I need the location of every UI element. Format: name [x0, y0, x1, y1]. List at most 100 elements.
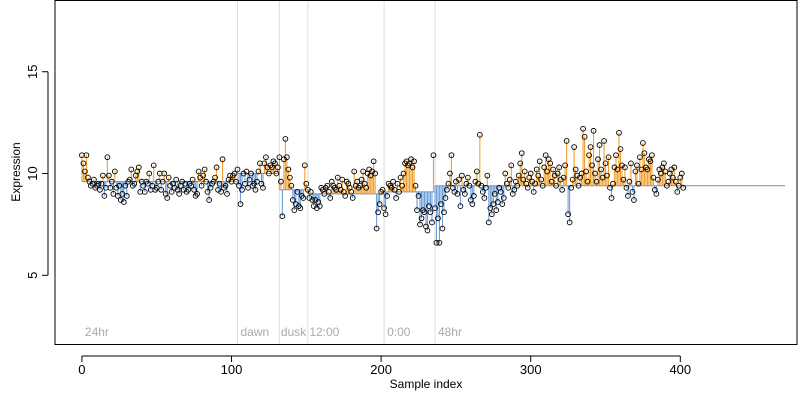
data-point [195, 168, 202, 175]
data-point [316, 203, 323, 209]
data-point [580, 125, 586, 132]
data-point [661, 160, 667, 167]
data-point [521, 168, 528, 175]
data-point [678, 170, 685, 177]
data-point [164, 195, 171, 201]
data-point [135, 164, 142, 171]
data-point [291, 207, 298, 214]
data-point [671, 164, 678, 171]
data-point [95, 180, 102, 187]
data-point [571, 144, 577, 150]
data-point [462, 191, 468, 197]
data-point [631, 197, 637, 203]
data-point [409, 164, 416, 171]
x-tick-label: 100 [221, 362, 243, 377]
data-point [273, 170, 280, 177]
data-point [285, 166, 292, 173]
data-point [432, 205, 438, 211]
data-point [396, 188, 402, 195]
data-point [650, 174, 657, 181]
data-point [245, 184, 251, 191]
data-point [444, 186, 450, 193]
data-point [198, 182, 205, 189]
data-point [173, 176, 180, 183]
data-point [141, 188, 148, 195]
data-point [429, 219, 435, 226]
data-point [665, 178, 672, 185]
data-point [261, 160, 268, 167]
data-point [556, 164, 562, 171]
data-point [614, 166, 621, 173]
data-point [297, 205, 304, 211]
data-point [231, 170, 238, 177]
data-point [294, 188, 301, 195]
data-point [384, 193, 390, 199]
data-point [159, 178, 166, 185]
data-point [111, 168, 118, 175]
x-tick-label: 0 [78, 362, 85, 377]
data-point [213, 164, 220, 171]
data-point [586, 152, 592, 159]
data-point [485, 219, 492, 226]
data-point [610, 180, 616, 187]
data-point [375, 209, 381, 216]
data-point [565, 211, 571, 218]
data-point [568, 184, 574, 191]
data-point [212, 174, 218, 181]
data-point [457, 203, 464, 209]
data-point [544, 168, 551, 175]
data-point [411, 158, 417, 165]
data-point [490, 201, 497, 207]
data-point [370, 158, 377, 165]
data-point [601, 138, 607, 144]
data-point [131, 180, 138, 187]
data-point [334, 174, 341, 181]
data-point [80, 160, 87, 167]
data-point [620, 176, 627, 183]
data-point [252, 186, 259, 193]
data-point [608, 195, 615, 201]
segment-stems [81, 128, 786, 243]
data-point [140, 182, 147, 189]
data-point [662, 168, 669, 175]
data-point [514, 182, 521, 189]
data-point [83, 152, 90, 159]
plot-frame [54, 0, 798, 345]
data-point [348, 188, 355, 195]
data-point [150, 162, 157, 169]
data-point [430, 152, 437, 159]
data-point [415, 193, 422, 199]
y-axis-title: Expression [9, 142, 23, 201]
data-point [518, 150, 525, 157]
data-point [110, 191, 117, 197]
data-point [161, 170, 168, 177]
data-point [254, 178, 260, 185]
data-point [511, 186, 518, 193]
data-point [123, 193, 130, 199]
data-point [390, 178, 396, 185]
data-point [536, 158, 543, 165]
data-point [623, 184, 630, 191]
data-point [107, 184, 114, 191]
data-point [524, 184, 531, 191]
data-point [439, 225, 446, 232]
data-point [566, 219, 573, 226]
data-point [426, 203, 432, 209]
data-point [418, 215, 425, 222]
data-point [188, 182, 194, 189]
data-point [324, 182, 331, 189]
data-point [542, 152, 549, 159]
y-tick-label: 15 [25, 65, 40, 79]
data-point [539, 182, 546, 189]
data-point [391, 186, 398, 193]
data-point [607, 184, 613, 191]
data-point [269, 164, 275, 171]
data-point [325, 188, 332, 195]
data-point [203, 178, 209, 185]
y-tick-label: 10 [25, 166, 40, 180]
data-point [309, 197, 316, 203]
data-point [508, 162, 515, 169]
data-point [222, 182, 229, 189]
segment-label: dusk [281, 325, 307, 339]
data-point [278, 178, 284, 185]
